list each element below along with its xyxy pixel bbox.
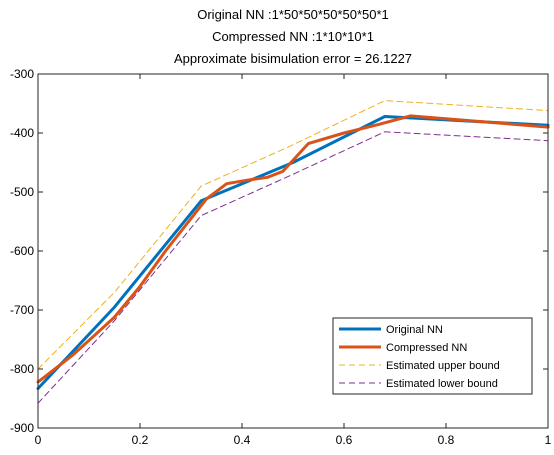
x-tick-label: 0.4	[234, 433, 251, 447]
chart-title-line-3: Approximate bisimulation error = 26.1227	[174, 51, 412, 66]
legend-label: Estimated lower bound	[386, 378, 498, 390]
y-axis: -900 -800 -700 -600 -500 -400 -300	[10, 67, 548, 435]
y-tick-label: -800	[10, 362, 34, 376]
legend: Original NN Compressed NN Estimated upper …	[332, 317, 533, 395]
legend-box	[332, 317, 533, 395]
y-tick-label: -300	[10, 67, 34, 81]
chart-title-line-2: Compressed NN :1*10*10*1	[212, 29, 374, 44]
x-axis: 0 0.2 0.4 0.6 0.8 1	[35, 74, 552, 447]
x-tick-label: 1	[545, 433, 552, 447]
series-line-estimated-upper-bound	[37, 100, 549, 370]
series-line-estimated-lower-bound	[37, 131, 549, 404]
x-tick-label: 0.6	[336, 433, 353, 447]
legend-label: Compressed NN	[386, 342, 467, 354]
series-lines	[36, 100, 550, 404]
y-tick-label: -500	[10, 185, 34, 199]
legend-label: Original NN	[386, 324, 443, 336]
x-tick-label: 0.8	[438, 433, 455, 447]
chart-title-line-1: Original NN :1*50*50*50*50*50*1	[197, 7, 389, 22]
y-tick-label: -400	[10, 126, 34, 140]
y-tick-label: -700	[10, 303, 34, 317]
series-line-compressed-nn	[36, 114, 550, 384]
chart-title: Original NN :1*50*50*50*50*50*1 Compresse…	[174, 7, 412, 66]
x-tick-label: 0	[35, 433, 42, 447]
x-tick-label: 0.2	[132, 433, 149, 447]
y-tick-label: -900	[10, 421, 34, 435]
legend-label: Estimated upper bound	[386, 360, 500, 372]
y-tick-label: -600	[10, 244, 34, 258]
